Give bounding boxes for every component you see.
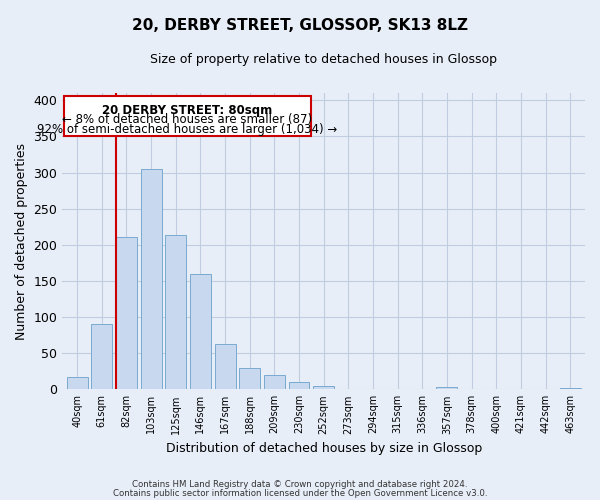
Bar — [116, 237, 137, 390]
Bar — [215, 344, 236, 390]
Text: ← 8% of detached houses are smaller (87): ← 8% of detached houses are smaller (87) — [62, 114, 313, 126]
X-axis label: Distribution of detached houses by size in Glossop: Distribution of detached houses by size … — [166, 442, 482, 455]
Bar — [91, 324, 112, 390]
Text: 20, DERBY STREET, GLOSSOP, SK13 8LZ: 20, DERBY STREET, GLOSSOP, SK13 8LZ — [132, 18, 468, 32]
Bar — [436, 387, 457, 390]
Bar — [313, 386, 334, 390]
Title: Size of property relative to detached houses in Glossop: Size of property relative to detached ho… — [150, 52, 497, 66]
Bar — [190, 274, 211, 390]
Bar — [64, 96, 311, 136]
Bar — [165, 236, 186, 390]
Y-axis label: Number of detached properties: Number of detached properties — [15, 142, 28, 340]
Bar — [140, 169, 161, 390]
Bar — [289, 382, 310, 390]
Bar — [560, 388, 581, 390]
Text: 20 DERBY STREET: 80sqm: 20 DERBY STREET: 80sqm — [102, 104, 272, 117]
Text: 92% of semi-detached houses are larger (1,034) →: 92% of semi-detached houses are larger (… — [37, 122, 338, 136]
Bar — [338, 388, 359, 390]
Text: Contains HM Land Registry data © Crown copyright and database right 2024.: Contains HM Land Registry data © Crown c… — [132, 480, 468, 489]
Bar — [264, 375, 285, 390]
Bar — [239, 368, 260, 390]
Bar — [67, 377, 88, 390]
Text: Contains public sector information licensed under the Open Government Licence v3: Contains public sector information licen… — [113, 488, 487, 498]
